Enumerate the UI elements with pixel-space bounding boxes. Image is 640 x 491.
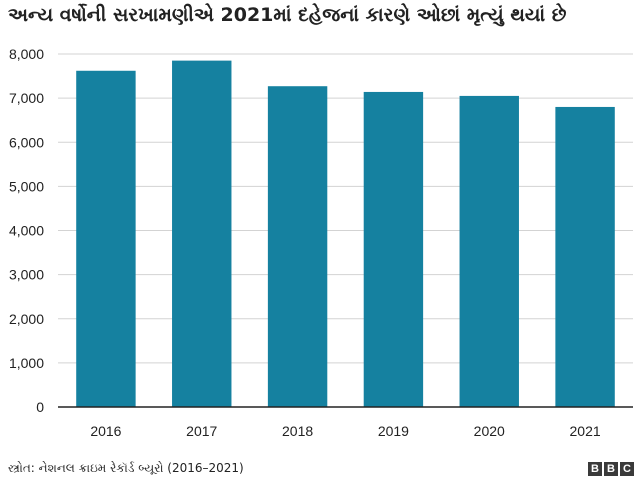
x-tick-label: 2020 [474, 423, 505, 439]
y-tick-label: 8,000 [9, 46, 44, 62]
y-tick-label: 4,000 [9, 223, 44, 239]
bar-2018 [267, 86, 328, 408]
logo-letter: C [620, 462, 634, 476]
logo-letter: B [588, 462, 602, 476]
x-tick-label: 2019 [378, 423, 409, 439]
bar-2016 [76, 70, 136, 407]
bar-2021 [555, 106, 615, 407]
y-tick-label: 1,000 [9, 355, 44, 371]
y-tick-label: 5,000 [9, 178, 44, 194]
logo-letter: B [604, 462, 618, 476]
y-axis-ticks: 0 1,000 2,000 3,000 4,000 5,000 6,000 7,000 8,00… [9, 46, 44, 415]
y-tick-label: 6,000 [9, 134, 44, 150]
bars [76, 60, 615, 408]
y-tick-label: 2,000 [9, 311, 44, 327]
chart-title: અન્ય વર્ષોની સરખામણીએ 2021માં દહેજનાં કા… [8, 4, 567, 26]
y-tick-label: 3,000 [9, 267, 44, 283]
bar-2020 [459, 95, 519, 407]
gridlines [58, 53, 633, 364]
x-tick-label: 2017 [186, 423, 217, 439]
y-tick-label: 7,000 [9, 90, 44, 106]
x-tick-label: 2018 [282, 423, 313, 439]
x-tick-label: 2021 [570, 423, 601, 439]
bbc-logo: B B C [588, 462, 634, 476]
y-tick-label: 0 [36, 399, 44, 415]
bar-2017 [172, 60, 232, 408]
bar-2019 [363, 91, 424, 407]
source-note: સ્ત્રોત: નેશનલ ક્રાઇમ રેકૉર્ડ બ્યૂરો (20… [8, 461, 244, 475]
x-axis-ticks: 2016 2017 2018 2019 2020 2021 [90, 423, 601, 439]
x-tick-label: 2016 [90, 423, 121, 439]
